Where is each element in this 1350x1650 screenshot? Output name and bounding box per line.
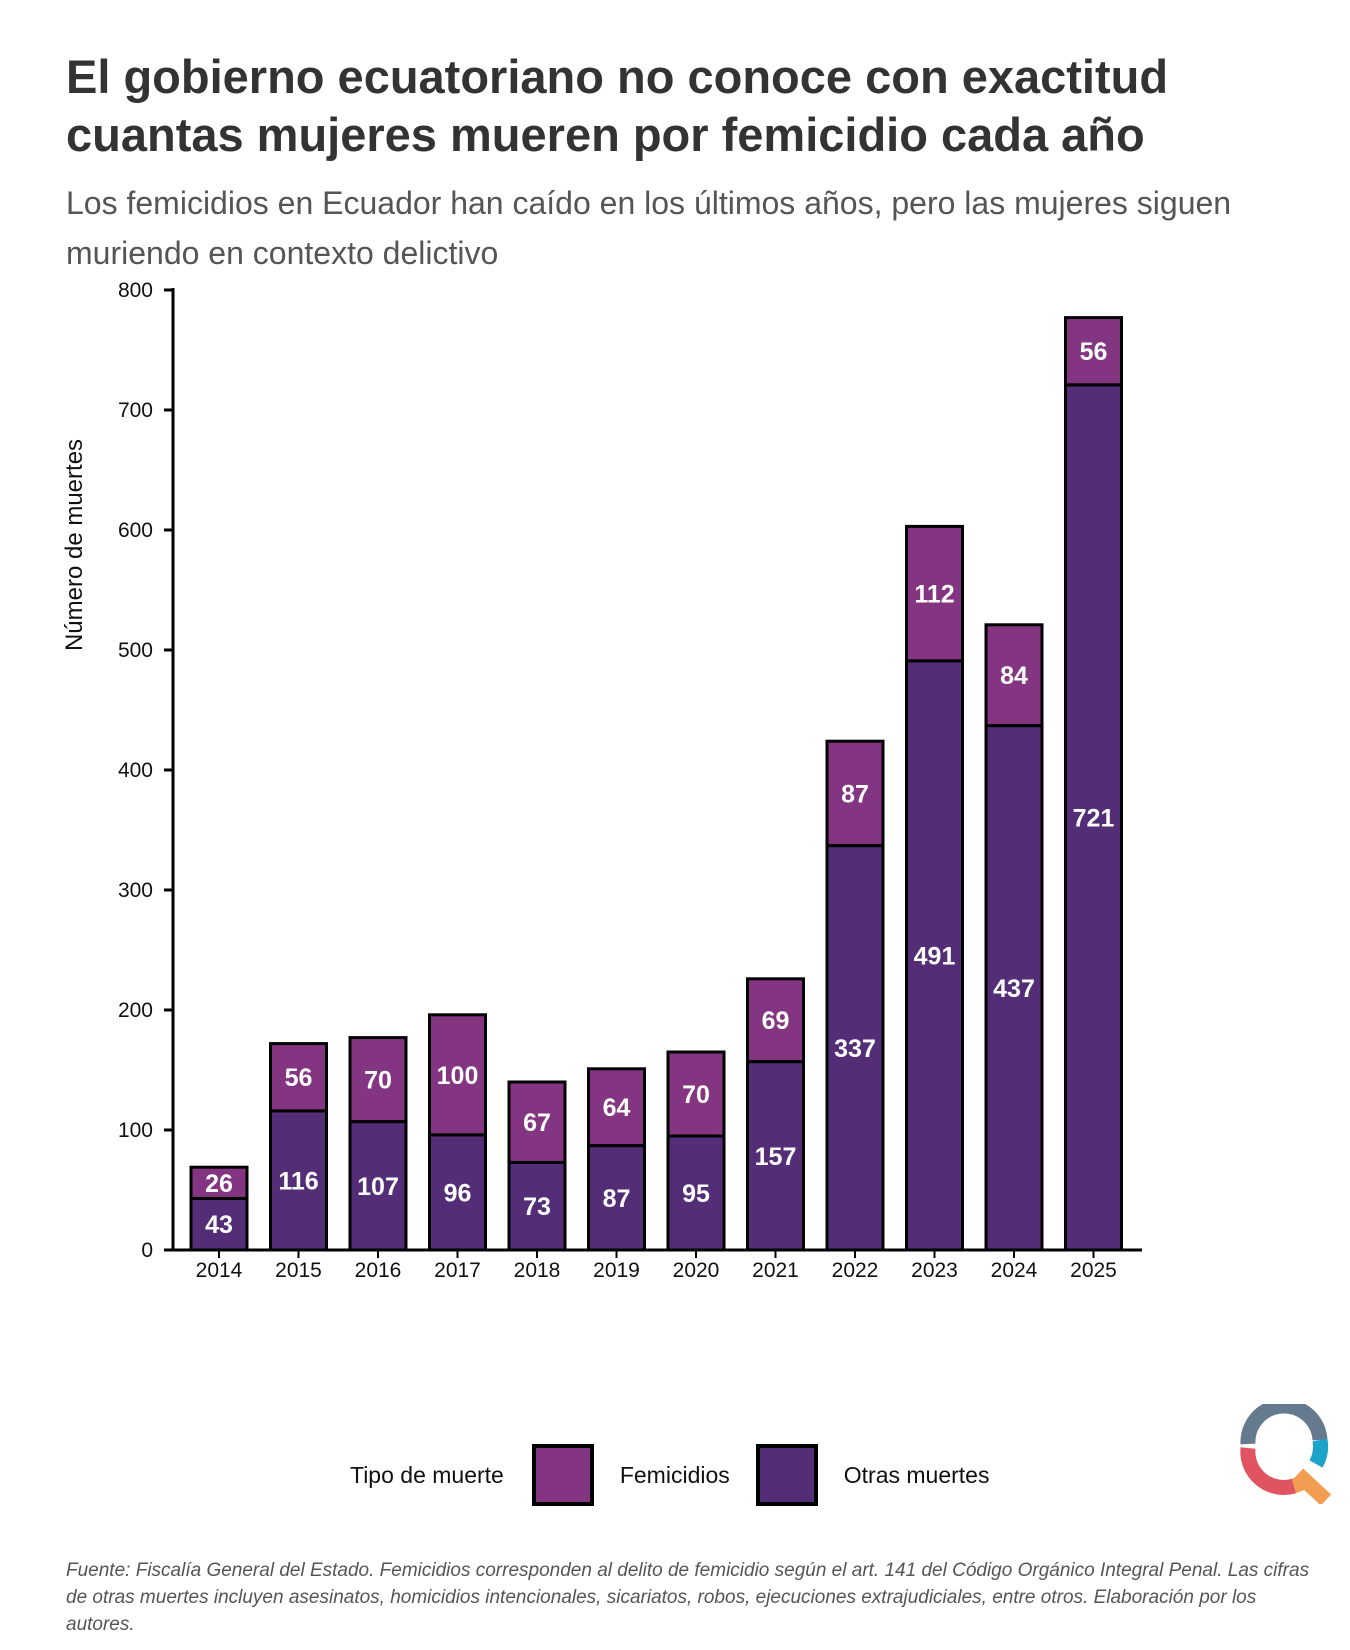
bar-label-femicidios: 56 (285, 1064, 313, 1092)
y-tick-label: 800 (118, 280, 153, 302)
x-tick-label: 2017 (434, 1259, 481, 1282)
bar-segment-otras-muertes (348, 1120, 408, 1252)
chart-title: El gobierno ecuatoriano no conoce con ex… (66, 50, 1169, 161)
bar-label-otras-muertes: 157 (755, 1143, 797, 1171)
bar-label-femicidios: 84 (1000, 662, 1028, 690)
bar-label-femicidios: 67 (523, 1109, 551, 1137)
bar-segment-femicidios (428, 1013, 487, 1137)
bar-label-otras-muertes: 337 (834, 1035, 876, 1063)
bar-label-otras-muertes: 107 (357, 1173, 399, 1201)
bar-label-femicidios: 64 (603, 1094, 631, 1122)
stacked-bar-chart: 0 100 200 300 400 500 600 700 800 Número de muert… (61, 280, 1142, 1282)
legend-label-otras-muertes: Otras muertes (843, 1461, 990, 1488)
y-tick-label: 200 (118, 999, 153, 1022)
bar-label-femicidios: 69 (762, 1007, 790, 1035)
bar-segment-femicidios (348, 1036, 408, 1124)
bar-label-otras-muertes: 437 (993, 975, 1035, 1003)
bar-segment-otras-muertes (666, 1134, 726, 1252)
brand-logo-icon (1240, 1404, 1332, 1504)
bars: 43 26 116 56 107 70 96 100 73 67 87 64 95 70 157 69 337 8… (189, 316, 1123, 1252)
chart-subtitle: Los femicidios en Ecuador han caído en l… (66, 185, 1232, 271)
bar-segment-otras-muertes (507, 1160, 567, 1252)
bar-segment-femicidios (507, 1080, 567, 1164)
bar-label-otras-muertes: 95 (682, 1180, 710, 1208)
bar-label-otras-muertes: 96 (444, 1179, 472, 1207)
bar-segment-femicidios (825, 739, 885, 848)
bar-label-otras-muertes: 73 (523, 1193, 551, 1221)
bar-segment-otras-muertes (428, 1133, 487, 1252)
bar-label-otras-muertes: 721 (1073, 804, 1115, 832)
legend: Tipo de muerte Femicidios Otras muertes (350, 1440, 1015, 1510)
bar-label-femicidios: 70 (682, 1081, 710, 1109)
y-tick-label: 100 (118, 1119, 153, 1142)
x-tick-label: 2018 (514, 1259, 561, 1282)
bar-segment-femicidios (984, 623, 1044, 728)
y-tick-label: 400 (118, 759, 153, 782)
legend-swatch-otras-muertes (755, 1444, 818, 1506)
bar-segment-femicidios (746, 977, 805, 1064)
legend-label-femicidios: Femicidios (619, 1461, 730, 1488)
y-tick-label: 500 (118, 639, 153, 662)
bar-label-femicidios: 100 (437, 1062, 479, 1090)
y-tick-label: 300 (118, 879, 153, 902)
y-axis: 0 100 200 300 400 500 600 700 800 Número de muert… (61, 280, 175, 1262)
bar-label-otras-muertes: 491 (914, 942, 956, 970)
bar-segment-femicidios (189, 1165, 249, 1200)
source-note: Fuente: Fiscalía General del Estado. Fem… (66, 1560, 1310, 1635)
x-tick-label: 2025 (1070, 1259, 1117, 1282)
bar-segment-femicidios (666, 1050, 726, 1138)
x-tick-label: 2016 (355, 1259, 402, 1282)
bar-segment-femicidios (587, 1067, 646, 1148)
x-tick-label: 2015 (275, 1259, 322, 1282)
bar-segment-femicidios (1064, 316, 1123, 387)
y-tick-label: 600 (118, 519, 153, 542)
bar-label-femicidios: 70 (364, 1067, 392, 1095)
x-tick-label: 2021 (752, 1259, 799, 1282)
x-axis: 2014 2015 2016 2017 2018 2019 2020 2021 2022 2023… (173, 1248, 1142, 1282)
x-tick-label: 2020 (673, 1259, 720, 1282)
bar-segment-femicidios (905, 524, 964, 663)
bar-label-femicidios: 56 (1080, 338, 1108, 366)
y-tick-label: 0 (141, 1239, 153, 1262)
x-tick-label: 2023 (911, 1259, 958, 1282)
x-tick-label: 2022 (832, 1259, 879, 1282)
bar-label-otras-muertes: 43 (205, 1211, 233, 1239)
x-tick-label: 2024 (991, 1259, 1038, 1282)
bar-label-femicidios: 87 (841, 780, 869, 808)
bar-label-femicidios: 112 (914, 581, 954, 609)
bar-segment-femicidios (269, 1042, 328, 1113)
y-axis-title: Número de muertes (61, 439, 88, 651)
x-tick-label: 2019 (593, 1259, 640, 1282)
bar-label-otras-muertes: 87 (603, 1185, 631, 1213)
legend-swatch-femicidios (531, 1444, 594, 1506)
bar-label-femicidios: 26 (205, 1170, 233, 1198)
x-tick-label: 2014 (196, 1259, 243, 1282)
y-tick-label: 700 (118, 399, 153, 422)
bar-label-otras-muertes: 116 (278, 1167, 318, 1195)
legend-title: Tipo de muerte (350, 1461, 504, 1488)
